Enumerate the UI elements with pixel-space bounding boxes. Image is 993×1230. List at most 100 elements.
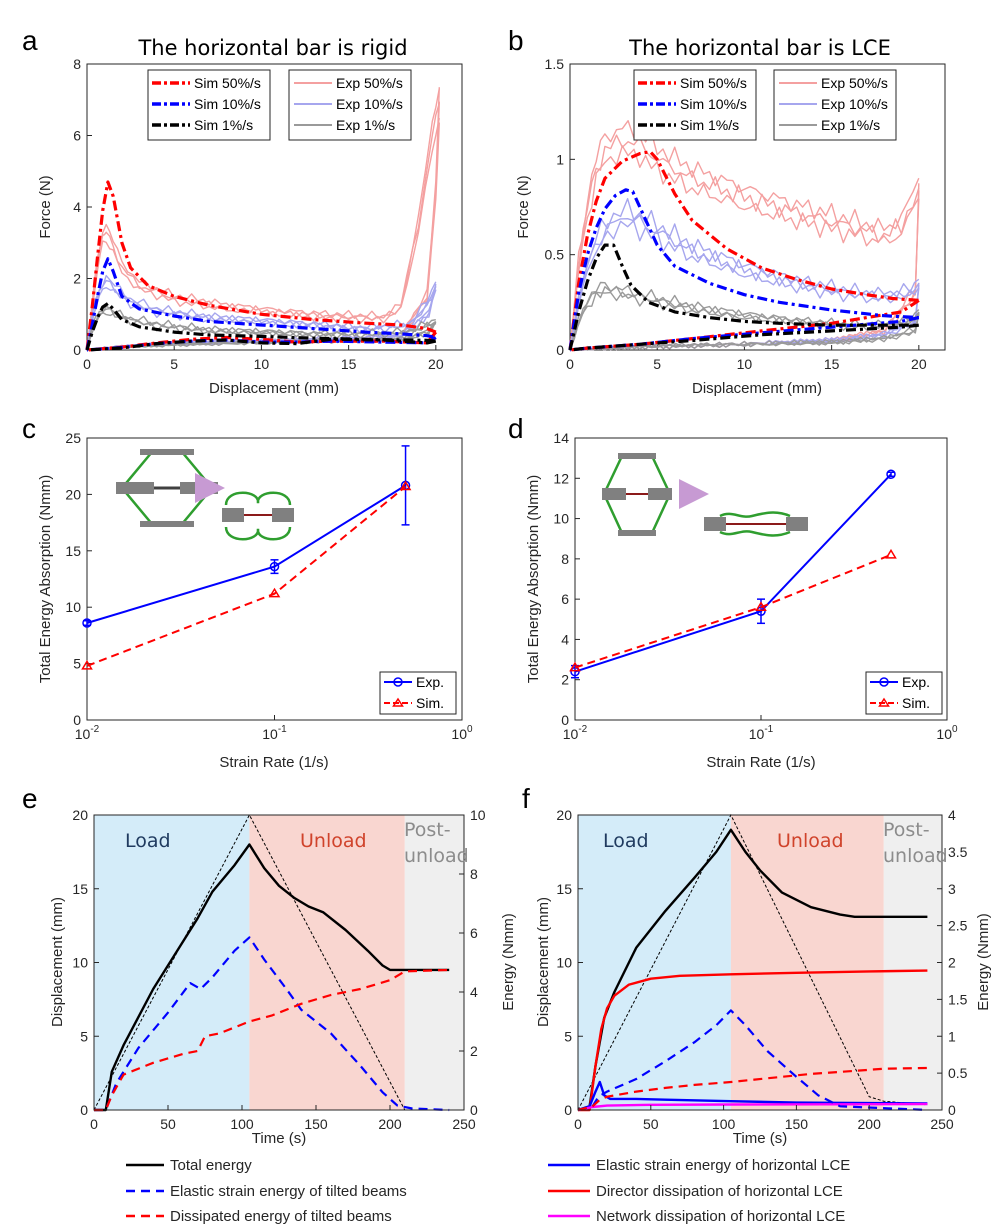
panel-label-a: a <box>22 25 38 56</box>
xtick-label: 20 <box>911 356 927 372</box>
ytick-label: 10 <box>72 955 88 971</box>
legend-b-label-sim50: Sim 50%/s <box>680 75 747 91</box>
ylabel-b: Force (N) <box>515 175 532 238</box>
xlabel-c: Strain Rate (1/s) <box>219 754 328 771</box>
ytick-label: 0 <box>73 712 81 728</box>
xlabel-a: Displacement (mm) <box>209 380 339 397</box>
legend-b-sim: Sim 50%/s Sim 10%/s Sim 1%/s <box>633 69 757 141</box>
xlabel-d: Strain Rate (1/s) <box>706 754 815 771</box>
ylabel-e: Displacement (mm) <box>49 897 66 1027</box>
legend-b-label-exp50: Exp 50%/s <box>821 75 888 91</box>
legend-f-label-2: Network dissipation of horizontal LCE <box>596 1208 845 1225</box>
panel-title-b: The horizontal bar is LCE <box>628 36 891 60</box>
ytick-right-label: 2 <box>470 1043 478 1059</box>
legend-e: Total energy Elastic strain energy of ti… <box>126 1157 407 1225</box>
series-sim-line <box>574 553 892 669</box>
xtick-label: 100 <box>451 724 473 742</box>
ytick-label: 6 <box>73 128 81 144</box>
ytick-label: 2 <box>73 271 81 287</box>
legend-c-marker-sim <box>392 697 404 707</box>
ytick-label: 1.5 <box>545 56 565 72</box>
legend-d-label-sim: Sim. <box>902 695 930 711</box>
legend-e-label-0: Total energy <box>170 1157 252 1174</box>
ytick-right-label: 6 <box>470 925 478 941</box>
data-point-sim <box>885 548 897 559</box>
ytick-right-label: 10 <box>470 807 486 823</box>
xtick-label: 5 <box>653 356 661 372</box>
series-sim-10-s-loading <box>568 188 919 351</box>
series-dissipated-energy-of-tilted-beams <box>94 968 450 1112</box>
xtick-label: 10 <box>254 356 270 372</box>
legend-c-marker-exp <box>393 677 403 687</box>
xlabel-e: Time (s) <box>252 1130 306 1147</box>
legend-c-label-exp: Exp. <box>416 674 444 690</box>
xtick-label: 50 <box>160 1116 176 1132</box>
xlabel-f: Time (s) <box>733 1130 787 1147</box>
ytick-label: 2 <box>561 672 569 688</box>
series-exp-10-s-loading <box>86 287 437 351</box>
plot-area-f <box>577 813 928 1112</box>
panel-f: f 0 50 100 150 200 2500510152000.511.522.533.… <box>522 783 992 1225</box>
ytick-label: 1 <box>556 151 564 167</box>
beam-bottom-d-icon <box>618 530 656 536</box>
beam-top-icon <box>140 449 194 455</box>
xtick-label: 5 <box>170 356 178 372</box>
series-exp-50-s-loading <box>569 145 920 351</box>
plot-frame-b <box>569 63 946 351</box>
series-exp-50-s-loading <box>86 88 440 351</box>
ytick-right-label: 0.5 <box>948 1065 968 1081</box>
plot-area-b <box>568 120 920 352</box>
ytick-right-label: 0 <box>470 1102 478 1118</box>
series-sim-50-s-loading <box>568 150 919 351</box>
series-exp-50-s-loading <box>569 120 920 350</box>
ytick-label: 0 <box>564 1102 572 1118</box>
plot-area-e <box>93 813 450 1112</box>
ytick-label: 15 <box>556 881 572 897</box>
phase-band-2 <box>883 815 942 1110</box>
xtick-label: 0 <box>83 356 91 372</box>
series-exp-1-s-unloading <box>569 311 920 351</box>
legend-a-sim: Sim 50%/s Sim 10%/s Sim 1%/s <box>147 69 271 141</box>
xtick-label: 15 <box>341 356 357 372</box>
series-exp-line <box>86 484 407 624</box>
ytick-right-label: 3 <box>948 881 956 897</box>
xtick-label: 150 <box>785 1116 809 1132</box>
xtick-label: 200 <box>858 1116 882 1132</box>
data-point-sim <box>268 587 281 598</box>
beam-top-d-icon <box>618 453 656 459</box>
xtick-label: 100 <box>712 1116 736 1132</box>
ytick-label: 4 <box>73 199 81 215</box>
phase-load-e: Load <box>125 830 171 852</box>
legend-d-label-exp: Exp. <box>902 674 930 690</box>
legend-label-sim10: Sim 10%/s <box>194 96 261 112</box>
ytick-label: 6 <box>561 591 569 607</box>
displacement-curve <box>93 813 406 1111</box>
legend-f-label-1: Director dissipation of horizontal LCE <box>596 1183 843 1200</box>
series-exp-10-s-loading <box>569 220 920 351</box>
data-point-exp <box>269 561 280 572</box>
ytick-label: 0 <box>73 342 81 358</box>
block-left-d2-icon <box>704 517 726 531</box>
series-sim-line <box>86 485 407 667</box>
ytick-label: 15 <box>72 881 88 897</box>
ytick-label: 20 <box>65 486 81 502</box>
beam-bottom-icon <box>140 521 194 527</box>
phase-band-2 <box>404 815 464 1110</box>
ylabel-c: Total Energy Absorption (Nmm) <box>37 475 54 683</box>
ytick-label: 25 <box>65 430 81 446</box>
legend-f-label-0: Elastic strain energy of horizontal LCE <box>596 1157 850 1174</box>
data-point-exp <box>886 469 896 480</box>
ytick-right-label: 4 <box>470 984 478 1000</box>
legend-d: Exp. Sim. <box>865 671 943 715</box>
ytick-label: 5 <box>564 1028 572 1044</box>
ytick-right-label: 4 <box>948 807 956 823</box>
schematic-c <box>116 449 294 541</box>
legend-e-label-1: Elastic strain energy of tilted beams <box>170 1183 407 1200</box>
schematic-d <box>602 453 808 537</box>
ylabel-d: Total Energy Absorption (Nmm) <box>525 475 542 683</box>
xtick-label: 50 <box>643 1116 659 1132</box>
phase-band-1 <box>730 815 884 1110</box>
legend-label-exp50: Exp 50%/s <box>336 75 403 91</box>
series-exp-line <box>574 473 892 673</box>
